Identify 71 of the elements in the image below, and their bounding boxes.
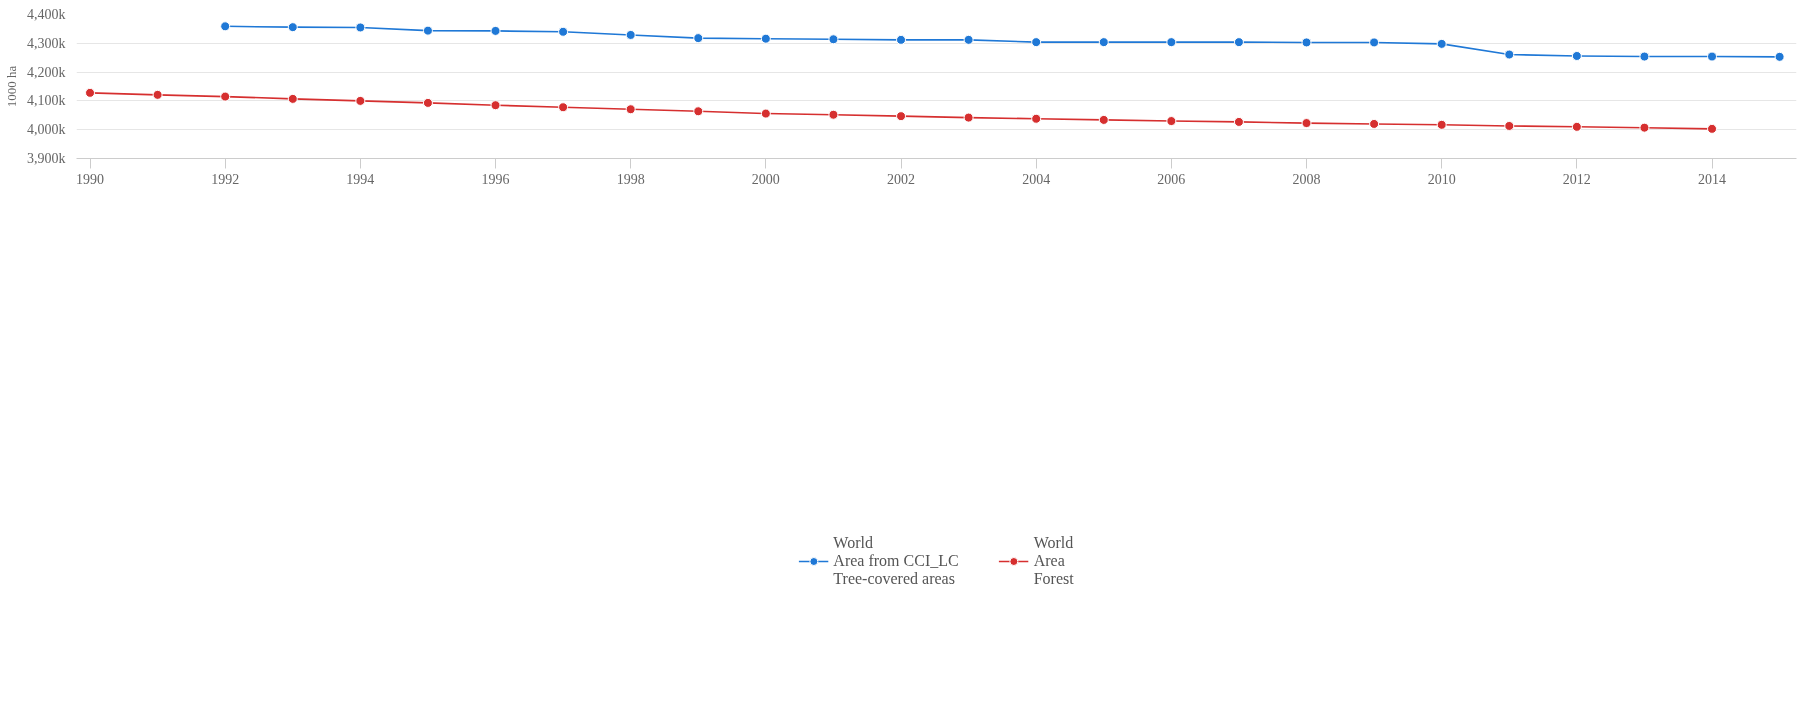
point xyxy=(1707,123,1718,134)
point xyxy=(558,26,569,37)
point xyxy=(963,34,974,45)
x-tick-label: 2012 xyxy=(1562,171,1591,187)
point xyxy=(490,25,501,36)
point xyxy=(1707,51,1718,62)
point xyxy=(625,29,636,40)
y-tick-label: 4,000k xyxy=(27,122,66,138)
point xyxy=(1166,116,1177,127)
point xyxy=(1233,116,1244,127)
x-tick-label: 2014 xyxy=(1698,171,1727,187)
x-tick-label: 1992 xyxy=(211,171,240,187)
point xyxy=(760,108,771,119)
x-tick-label: 1990 xyxy=(76,171,105,187)
point xyxy=(85,87,96,98)
legend-label: World Area from CCI_LC Tree-covered areas xyxy=(833,533,959,589)
x-tick-label: 1998 xyxy=(616,171,645,187)
point xyxy=(760,33,771,44)
point xyxy=(1504,49,1515,60)
x-tick-label: 2002 xyxy=(887,171,916,187)
point xyxy=(625,104,636,115)
point xyxy=(1301,37,1312,48)
point xyxy=(693,33,704,44)
point xyxy=(1504,120,1515,131)
point xyxy=(1098,37,1109,48)
point xyxy=(1301,118,1312,129)
point xyxy=(1098,114,1109,125)
point xyxy=(1571,121,1582,132)
point xyxy=(152,89,163,100)
x-tick-label: 1994 xyxy=(346,171,375,187)
point xyxy=(1031,37,1042,48)
point xyxy=(693,106,704,117)
point xyxy=(422,25,433,36)
point xyxy=(1436,38,1447,49)
x-tick-label: 2006 xyxy=(1157,171,1186,187)
point xyxy=(287,22,298,33)
point xyxy=(828,34,839,45)
point xyxy=(220,21,231,32)
point xyxy=(1571,50,1582,61)
y-tick-label: 4,300k xyxy=(27,35,66,51)
point xyxy=(355,95,366,106)
point xyxy=(422,97,433,108)
point xyxy=(1031,113,1042,124)
point xyxy=(1436,119,1447,130)
point xyxy=(1369,37,1380,48)
x-tick-label: 2004 xyxy=(1022,171,1051,187)
point xyxy=(1639,122,1650,133)
legend-label: World Area Forest xyxy=(1033,533,1074,589)
point xyxy=(490,100,501,111)
y-tick-label: 4,100k xyxy=(27,93,66,109)
point xyxy=(828,109,839,120)
x-tick-label: 2000 xyxy=(751,171,780,187)
x-tick-label: 1996 xyxy=(481,171,510,187)
point xyxy=(558,102,569,113)
y-tick-label: 3,900k xyxy=(27,151,66,166)
point xyxy=(1774,51,1785,62)
point xyxy=(896,111,907,122)
point xyxy=(1166,37,1177,48)
y-tick-label: 4,200k xyxy=(27,64,66,80)
point xyxy=(355,22,366,33)
point xyxy=(1369,118,1380,129)
x-tick-label: 2010 xyxy=(1427,171,1456,187)
y-axis-title: 1000 ha xyxy=(4,65,19,108)
point xyxy=(1233,37,1244,48)
point xyxy=(963,112,974,123)
y-tick-label: 4,400k xyxy=(27,7,66,22)
point xyxy=(220,91,231,102)
point xyxy=(896,34,907,45)
point xyxy=(287,93,298,104)
x-tick-label: 2008 xyxy=(1292,171,1321,187)
point xyxy=(1639,51,1650,62)
